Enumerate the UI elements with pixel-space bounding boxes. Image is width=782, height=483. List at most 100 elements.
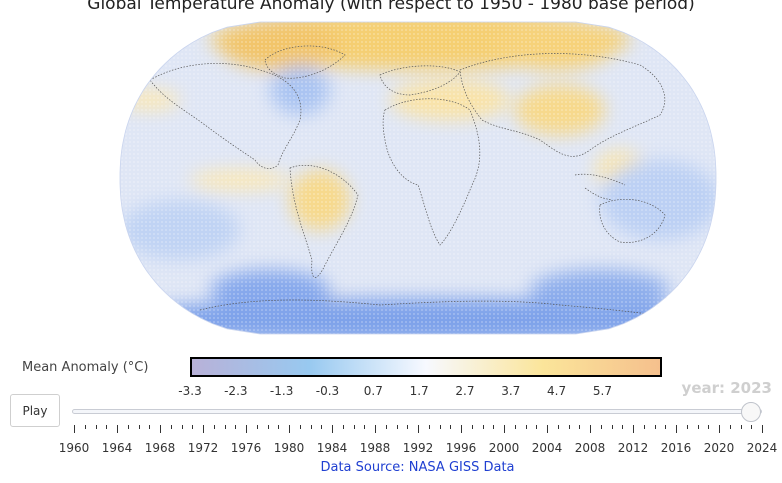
colorbar-tick-label: 5.7: [592, 384, 612, 398]
slider-tick: [278, 425, 280, 429]
slider-tick: [342, 425, 344, 429]
colorbar-tick-label: -1.3: [269, 384, 294, 398]
slider-tick: [127, 425, 129, 429]
slider-tick: [396, 425, 398, 429]
slider-tick: [353, 425, 355, 429]
slider-tick: [643, 425, 645, 429]
chart-title: Global Temperature Anomaly (with respect…: [87, 0, 695, 14]
year-slider-handle[interactable]: [741, 402, 762, 422]
slider-tick: [256, 425, 258, 429]
slider-tick: [471, 425, 473, 429]
slider-tick: [407, 425, 409, 429]
slider-tick: [676, 425, 677, 433]
colorbar-tick-label: 0.7: [363, 384, 383, 398]
slider-tick: [181, 425, 183, 429]
slider-tick: [213, 425, 215, 429]
slider-tick: [299, 425, 301, 429]
slider-tick: [160, 425, 161, 433]
slider-tick: [321, 425, 323, 429]
slider-tick: [708, 425, 710, 429]
slider-tick: [697, 425, 699, 429]
slider-tick: [600, 425, 602, 429]
slider-tick: [762, 425, 763, 433]
slider-tick: [751, 425, 753, 429]
slider-tick: [514, 425, 516, 429]
slider-year-label[interactable]: 2004: [531, 441, 563, 455]
slider-year-label[interactable]: 1960: [58, 441, 90, 455]
colorbar-tick-label: 4.7: [547, 384, 567, 398]
slider-tick: [84, 425, 86, 429]
colorbar-label: Mean Anomaly (°C): [22, 360, 149, 375]
slider-tick: [493, 425, 495, 429]
colorbar-tick-label: -3.3: [178, 384, 202, 398]
year-slider-track[interactable]: [72, 409, 762, 414]
slider-tick: [117, 425, 118, 433]
slider-tick: [719, 425, 720, 433]
slider-tick: [461, 425, 462, 433]
slider-tick: [654, 425, 656, 429]
slider-tick: [428, 425, 430, 429]
colorbar: [190, 357, 662, 377]
slider-tick: [450, 425, 452, 429]
slider-tick: [235, 425, 237, 429]
slider-tick: [149, 425, 151, 429]
slider-tick: [203, 425, 204, 433]
slider-year-label[interactable]: 1976: [230, 441, 262, 455]
slider-year-label[interactable]: 1964: [101, 441, 133, 455]
slider-tick: [224, 425, 226, 429]
slider-tick: [106, 425, 108, 429]
slider-tick: [622, 425, 624, 429]
slider-year-label[interactable]: 2024: [746, 441, 778, 455]
slider-tick: [557, 425, 559, 429]
slider-year-label[interactable]: 1968: [144, 441, 176, 455]
slider-tick: [364, 425, 366, 429]
slider-tick: [633, 425, 634, 433]
slider-tick: [611, 425, 613, 429]
slider-year-label[interactable]: 1988: [359, 441, 391, 455]
slider-tick: [289, 425, 290, 433]
colorbar-tick-label: -2.3: [224, 384, 248, 398]
slider-year-label[interactable]: 2008: [574, 441, 606, 455]
slider-year-label[interactable]: 1992: [402, 441, 434, 455]
slider-tick: [590, 425, 591, 433]
slider-year-label[interactable]: 1984: [316, 441, 348, 455]
coastlines: [149, 45, 691, 321]
slider-tick: [192, 425, 194, 429]
slider-tick: [310, 425, 312, 429]
slider-tick: [525, 425, 527, 429]
slider-tick: [568, 425, 570, 429]
slider-tick: [418, 425, 419, 433]
play-button[interactable]: Play: [10, 394, 60, 427]
slider-tick: [536, 425, 538, 429]
slider-year-label[interactable]: 2020: [703, 441, 735, 455]
slider-tick: [95, 425, 97, 429]
colorbar-ticks: -3.3 -2.3 -1.3 -0.3 0.7 1.7 2.7 3.7 4.7 5.7: [0, 384, 782, 400]
slider-tick: [740, 425, 742, 429]
slider-year-label[interactable]: 1972: [187, 441, 219, 455]
data-source-link[interactable]: Data Source: NASA GISS Data: [320, 460, 515, 475]
slider-year-label[interactable]: 2012: [617, 441, 649, 455]
slider-tick: [665, 425, 667, 429]
slider-tick: [267, 425, 269, 429]
slider-tick: [439, 425, 441, 429]
globe-outline: [119, 21, 717, 335]
slider-tick: [482, 425, 484, 429]
slider-tick: [729, 425, 731, 429]
colorbar-tick-label: 3.7: [501, 384, 521, 398]
slider-tick: [385, 425, 387, 429]
slider-tick: [74, 425, 75, 433]
colorbar-tick-label: 1.7: [409, 384, 429, 398]
slider-year-label[interactable]: 2000: [488, 441, 520, 455]
slider-tick: [504, 425, 505, 433]
slider-year-label[interactable]: 2016: [660, 441, 692, 455]
slider-tick: [332, 425, 333, 433]
current-year-label: year: 2023: [681, 379, 772, 397]
slider-year-label[interactable]: 1996: [445, 441, 477, 455]
colorbar-tick-label: 2.7: [455, 384, 475, 398]
slider-tick: [170, 425, 172, 429]
year-slider-ticks: 1960 1964 1968 1972 1976 1980 1984 1988 1992 1996…: [0, 425, 782, 455]
slider-tick: [138, 425, 140, 429]
slider-year-label[interactable]: 1980: [273, 441, 305, 455]
slider-tick: [547, 425, 548, 433]
